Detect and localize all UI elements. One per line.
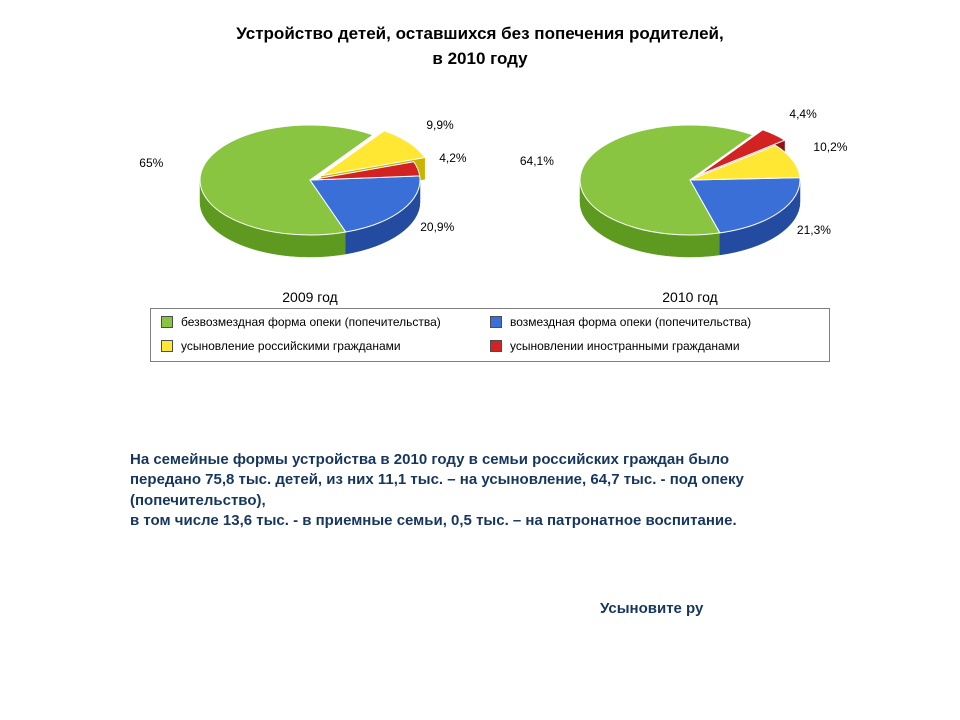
pie-slice-label: 10,2% xyxy=(813,140,847,154)
legend-row: безвозмездная форма опеки (попечительств… xyxy=(161,315,819,329)
footer-brand: Усыновите ру xyxy=(600,600,703,617)
legend-swatch-icon xyxy=(161,316,173,328)
legend: безвозмездная форма опеки (попечительств… xyxy=(150,308,830,362)
pie-slice-label: 4,2% xyxy=(439,151,466,165)
pie-slice-label: 4,4% xyxy=(789,107,816,121)
pie-slice-label: 64,1% xyxy=(520,154,554,168)
legend-item: усыновлении иностранными гражданами xyxy=(490,339,819,353)
legend-row: усыновление российскими гражданами усыно… xyxy=(161,339,819,353)
legend-swatch-icon xyxy=(161,340,173,352)
legend-swatch-icon xyxy=(490,316,502,328)
page-title: Устройство детей, оставшихся без попечен… xyxy=(0,22,960,71)
body-paragraph: На семейные формы устройства в 2010 году… xyxy=(130,450,770,531)
pie-slice-label: 65% xyxy=(139,156,163,170)
legend-item: возмездная форма опеки (попечительства) xyxy=(490,315,819,329)
pie-slice-label: 21,3% xyxy=(797,223,831,237)
legend-label: возмездная форма опеки (попечительства) xyxy=(510,315,751,329)
legend-item: безвозмездная форма опеки (попечительств… xyxy=(161,315,490,329)
title-line-1: Устройство детей, оставшихся без попечен… xyxy=(236,24,723,43)
charts-region: 2009 год 65% 20,9% 4,2% 9,9% 2010 год 64,1%… xyxy=(140,95,860,305)
pie-2010-svg xyxy=(520,95,860,275)
pie-2010-caption: 2010 год xyxy=(520,289,860,305)
legend-label: усыновлении иностранными гражданами xyxy=(510,339,740,353)
pie-slice-label: 20,9% xyxy=(420,220,454,234)
legend-label: усыновление российскими гражданами xyxy=(181,339,401,353)
pie-2010: 2010 год 64,1% 21,3% 10,2% 4,4% xyxy=(520,95,860,305)
legend-label: безвозмездная форма опеки (попечительств… xyxy=(181,315,441,329)
title-line-2: в 2010 году xyxy=(432,49,527,68)
pie-2009: 2009 год 65% 20,9% 4,2% 9,9% xyxy=(140,95,480,305)
legend-item: усыновление российскими гражданами xyxy=(161,339,490,353)
pie-slice-label: 9,9% xyxy=(426,118,453,132)
pie-2009-caption: 2009 год xyxy=(140,289,480,305)
legend-swatch-icon xyxy=(490,340,502,352)
page-root: Устройство детей, оставшихся без попечен… xyxy=(0,0,960,720)
